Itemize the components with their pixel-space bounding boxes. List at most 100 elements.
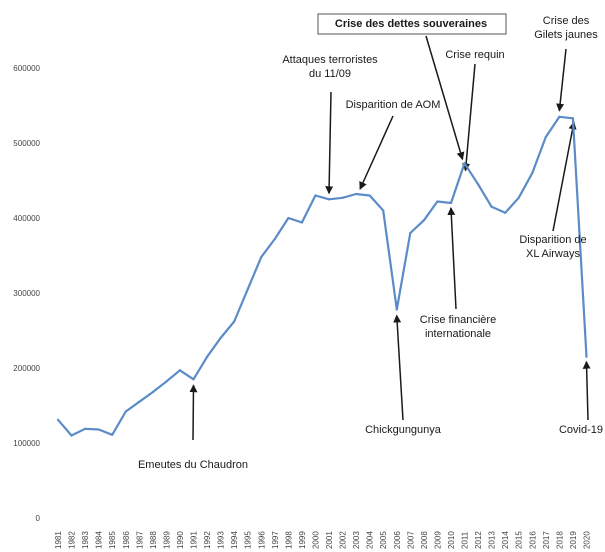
annotation-label: Disparition de — [519, 234, 586, 246]
series-group — [56, 115, 588, 437]
x-tick-label: 1990 — [176, 531, 185, 549]
data-point — [409, 231, 412, 235]
data-point — [463, 162, 466, 165]
annotation-labels: Emeutes du Chaudron Attaques terroristes d… — [138, 13, 603, 471]
annotation-label: Covid-19 — [559, 424, 603, 436]
annotation-arrow — [462, 63, 476, 172]
data-point — [449, 201, 453, 205]
annotation-label: Gilets jaunes — [534, 29, 598, 41]
y-axis-ticks: 0 100000 200000 300000 400000 500000 600000 — [13, 64, 40, 523]
x-tick-label: 2012 — [474, 531, 483, 549]
data-point — [287, 216, 290, 220]
x-tick-label: 1982 — [68, 531, 77, 549]
x-tick-label: 2004 — [366, 531, 375, 549]
data-point — [490, 205, 493, 208]
data-point — [124, 410, 127, 413]
x-tick-label: 1989 — [162, 531, 171, 549]
data-point — [260, 255, 263, 259]
data-point — [151, 390, 154, 394]
data-point — [571, 117, 575, 120]
annotation-arrow — [552, 121, 577, 232]
x-tick-label: 2013 — [488, 531, 497, 549]
x-tick-label: 2010 — [447, 531, 456, 549]
y-tick-label: 100000 — [13, 439, 40, 448]
x-tick-label: 1985 — [108, 531, 117, 549]
x-tick-label: 1999 — [298, 531, 307, 549]
annotation-label: internationale — [425, 328, 491, 340]
x-tick-label: 2008 — [420, 531, 429, 549]
data-point — [138, 400, 141, 403]
data-point — [585, 355, 588, 358]
x-tick-label: 1996 — [257, 531, 266, 549]
data-point — [476, 183, 480, 186]
annotation-label: XL Airways — [526, 248, 581, 260]
data-point — [273, 237, 276, 241]
data-point — [544, 135, 547, 139]
annotation-arrow — [359, 115, 394, 190]
x-tick-label: 2015 — [515, 531, 524, 549]
y-tick-label: 200000 — [13, 364, 40, 373]
series-line — [57, 115, 588, 437]
x-tick-label: 2014 — [501, 531, 510, 549]
y-tick-label: 0 — [36, 514, 41, 523]
x-tick-label: 2020 — [582, 531, 591, 549]
data-point — [422, 219, 425, 222]
data-point — [70, 434, 73, 437]
x-axis-ticks: 1981 1982 1983 1984 1985 1986 1987 1988 1989 1990… — [54, 531, 591, 549]
x-tick-label: 1998 — [284, 531, 293, 549]
annotation-label: du 11/09 — [309, 68, 351, 80]
data-point — [233, 320, 236, 323]
annotation-label: Crise financière — [420, 314, 496, 326]
data-point — [246, 288, 249, 291]
x-tick-label: 2006 — [393, 531, 402, 549]
x-tick-label: 1981 — [54, 531, 63, 549]
data-point — [558, 115, 561, 118]
data-point — [341, 196, 344, 199]
x-tick-label: 1987 — [135, 531, 144, 549]
x-tick-label: 2017 — [542, 531, 551, 549]
x-tick-label: 1991 — [190, 531, 199, 549]
x-tick-label: 2019 — [569, 531, 578, 549]
annotation-label: Emeutes du Chaudron — [138, 459, 248, 471]
x-tick-label: 2009 — [433, 531, 442, 549]
data-point — [97, 428, 100, 431]
annotation-arrow — [325, 91, 334, 195]
data-point — [219, 336, 222, 340]
x-tick-label: 2016 — [528, 531, 537, 549]
annotation-label: Crise des dettes souveraines — [335, 18, 487, 30]
annotation-label: Crise des — [543, 15, 590, 27]
annotation-arrow — [582, 360, 591, 421]
x-tick-label: 1984 — [95, 531, 104, 549]
annotation-label: Attaques terroristes — [282, 54, 378, 66]
data-point — [300, 221, 303, 224]
data-point — [205, 355, 209, 358]
data-point — [165, 380, 168, 383]
data-point — [517, 196, 520, 199]
annotation-arrow — [425, 35, 465, 161]
annotation-arrow — [556, 48, 567, 112]
y-tick-label: 300000 — [13, 289, 40, 298]
data-point — [368, 194, 371, 197]
data-point — [56, 418, 60, 421]
x-tick-label: 1993 — [217, 531, 226, 549]
annotation-arrows — [189, 35, 591, 441]
annotation-arrow — [189, 384, 198, 441]
data-point — [327, 198, 331, 201]
x-tick-label: 1997 — [271, 531, 280, 549]
annotation-label: Disparition de AOM — [346, 99, 441, 111]
x-tick-label: 2018 — [555, 531, 564, 549]
x-tick-label: 1983 — [81, 531, 90, 549]
data-point — [84, 427, 87, 430]
x-tick-label: 1986 — [122, 531, 131, 549]
x-tick-label: 1994 — [230, 531, 239, 549]
annotation-label: Chickgungunya — [365, 424, 442, 436]
data-point — [382, 209, 385, 212]
x-tick-label: 1988 — [149, 531, 158, 549]
x-tick-label: 1992 — [203, 531, 212, 549]
y-tick-label: 500000 — [13, 139, 40, 148]
data-point — [314, 194, 317, 197]
x-tick-label: 2005 — [379, 531, 388, 549]
annotation-box — [317, 13, 507, 35]
